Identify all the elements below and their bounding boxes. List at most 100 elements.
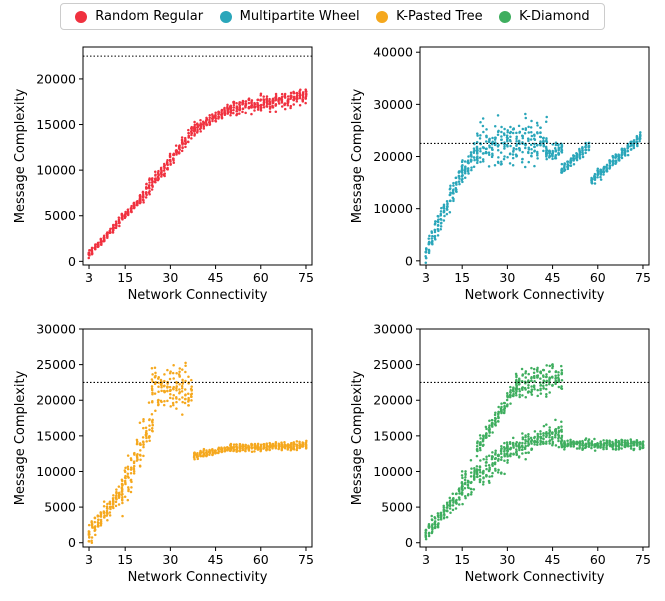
data-point xyxy=(268,448,271,452)
chart-random-regular: 3 15 30 45 60 75 0 5000 10000 15000 20000 Network C… xyxy=(13,46,314,303)
data-point xyxy=(434,525,437,529)
data-point xyxy=(487,469,491,473)
data-point xyxy=(497,156,500,159)
data-point xyxy=(560,387,564,391)
y-tick-label: 20000 xyxy=(36,393,76,408)
legend-item-k-pasted-tree: K-Pasted Tree xyxy=(376,9,483,24)
data-point xyxy=(126,467,130,471)
y-tick-label: 0 xyxy=(68,535,76,550)
data-point xyxy=(530,448,533,451)
data-point xyxy=(478,480,482,484)
data-point xyxy=(232,101,236,105)
data-point xyxy=(169,405,172,408)
data-point xyxy=(196,123,199,127)
data-point xyxy=(93,526,97,530)
data-point xyxy=(265,99,269,103)
data-point xyxy=(527,443,531,446)
data-point xyxy=(596,442,599,445)
data-point xyxy=(192,456,196,459)
data-point xyxy=(108,514,112,517)
data-point xyxy=(304,101,307,105)
data-point xyxy=(620,447,623,450)
data-point xyxy=(520,367,524,371)
legend-item-random-regular: Random Regular xyxy=(75,9,203,24)
data-point xyxy=(235,113,238,117)
data-point xyxy=(202,447,206,451)
data-point xyxy=(93,245,97,249)
data-point xyxy=(566,439,569,442)
data-point xyxy=(213,449,217,452)
data-point xyxy=(523,131,527,135)
data-point xyxy=(515,374,518,377)
data-point xyxy=(548,426,551,429)
data-point xyxy=(488,424,491,427)
data-point xyxy=(235,109,238,113)
data-point xyxy=(424,537,428,541)
data-point xyxy=(530,148,533,151)
data-point xyxy=(455,502,458,505)
data-point xyxy=(521,136,525,140)
data-point xyxy=(499,410,503,413)
data-point xyxy=(590,446,593,450)
data-point xyxy=(439,228,442,231)
data-point xyxy=(524,370,528,373)
data-point xyxy=(509,385,512,389)
data-point xyxy=(96,525,100,528)
data-point xyxy=(542,368,546,372)
data-point xyxy=(214,115,217,118)
data-point xyxy=(506,446,509,450)
data-point xyxy=(111,231,115,234)
data-point xyxy=(433,222,437,225)
data-point xyxy=(109,506,112,510)
data-point xyxy=(168,396,172,400)
data-point xyxy=(620,443,624,447)
data-point xyxy=(584,148,588,152)
data-point xyxy=(527,390,530,393)
data-point xyxy=(145,436,148,440)
data-point xyxy=(286,101,290,105)
data-point xyxy=(499,472,503,475)
data-point xyxy=(180,141,184,145)
data-point xyxy=(484,425,488,429)
data-point xyxy=(117,216,121,219)
y-tick-label: 30000 xyxy=(373,322,413,337)
data-point xyxy=(479,134,482,137)
data-point xyxy=(99,520,103,523)
data-point xyxy=(496,114,500,117)
data-point xyxy=(247,101,251,105)
data-point xyxy=(199,122,202,125)
data-point xyxy=(584,437,588,440)
data-point xyxy=(172,161,176,164)
data-point xyxy=(584,442,588,445)
data-point xyxy=(175,380,178,384)
y-tick-label: 40000 xyxy=(373,45,413,60)
data-point xyxy=(205,123,208,127)
data-point xyxy=(541,374,545,377)
data-point xyxy=(497,468,500,472)
data-point xyxy=(117,503,121,506)
y-tick-label: 10000 xyxy=(373,464,413,479)
data-point xyxy=(153,375,157,379)
data-point xyxy=(538,135,542,139)
data-point xyxy=(578,444,581,448)
data-point xyxy=(463,487,467,490)
data-point xyxy=(289,106,292,110)
data-point xyxy=(539,435,543,439)
x-tick-label: 30 xyxy=(162,552,178,567)
data-point xyxy=(193,129,196,133)
data-point xyxy=(548,154,551,158)
data-point xyxy=(494,469,497,472)
data-point xyxy=(508,395,512,399)
data-point xyxy=(178,388,181,391)
y-tick-label: 5000 xyxy=(381,500,413,515)
data-point xyxy=(298,96,302,99)
data-point xyxy=(190,399,193,402)
data-point xyxy=(151,423,154,427)
data-point xyxy=(557,439,560,443)
plot-frame xyxy=(419,46,650,266)
data-point xyxy=(133,453,136,456)
data-point xyxy=(590,440,594,443)
data-point xyxy=(505,398,509,402)
data-point xyxy=(442,504,445,508)
data-point xyxy=(126,465,130,468)
